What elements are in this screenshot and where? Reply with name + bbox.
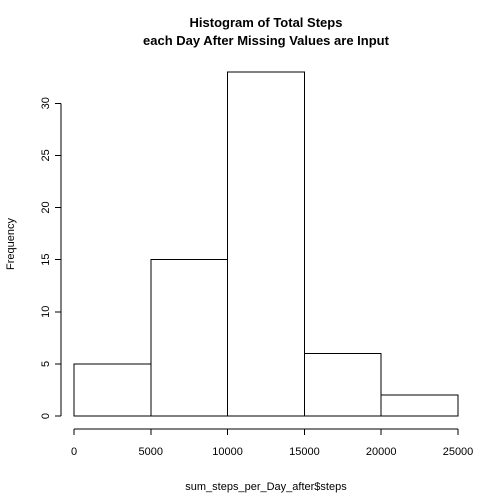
y-tick-label: 20	[40, 201, 52, 213]
bars-group	[73, 71, 459, 417]
y-tick-label: 25	[40, 149, 52, 161]
y-axis-title: Frequency	[5, 218, 17, 270]
histogram-bar-4	[303, 352, 382, 417]
histogram-bar-2	[150, 259, 229, 417]
x-tick-label: 5000	[139, 446, 163, 458]
x-tick-label: 10000	[212, 446, 243, 458]
x-tick-label: 25000	[443, 446, 474, 458]
histogram-bar-1	[73, 363, 152, 417]
histogram-bar-5	[380, 394, 459, 417]
x-axis-title: sum_steps_per_Day_after$steps	[185, 481, 347, 493]
chart-title-line-2: each Day After Missing Values are Input	[143, 33, 390, 48]
y-tick-label: 15	[40, 254, 52, 266]
y-tick-label: 0	[40, 413, 52, 419]
y-axis: 0 5 10 15 20 25 30	[40, 97, 62, 419]
y-tick-label: 30	[40, 97, 52, 109]
y-tick-label: 10	[40, 306, 52, 318]
x-tick-label: 20000	[366, 446, 397, 458]
x-tick-label: 0	[71, 446, 77, 458]
y-tick-label: 5	[40, 361, 52, 367]
chart-title-line-1: Histogram of Total Steps	[190, 15, 343, 30]
x-axis: 0 5000 10000 15000 20000 25000	[71, 428, 474, 458]
histogram-bar-3	[227, 71, 305, 417]
x-tick-label: 15000	[289, 446, 320, 458]
